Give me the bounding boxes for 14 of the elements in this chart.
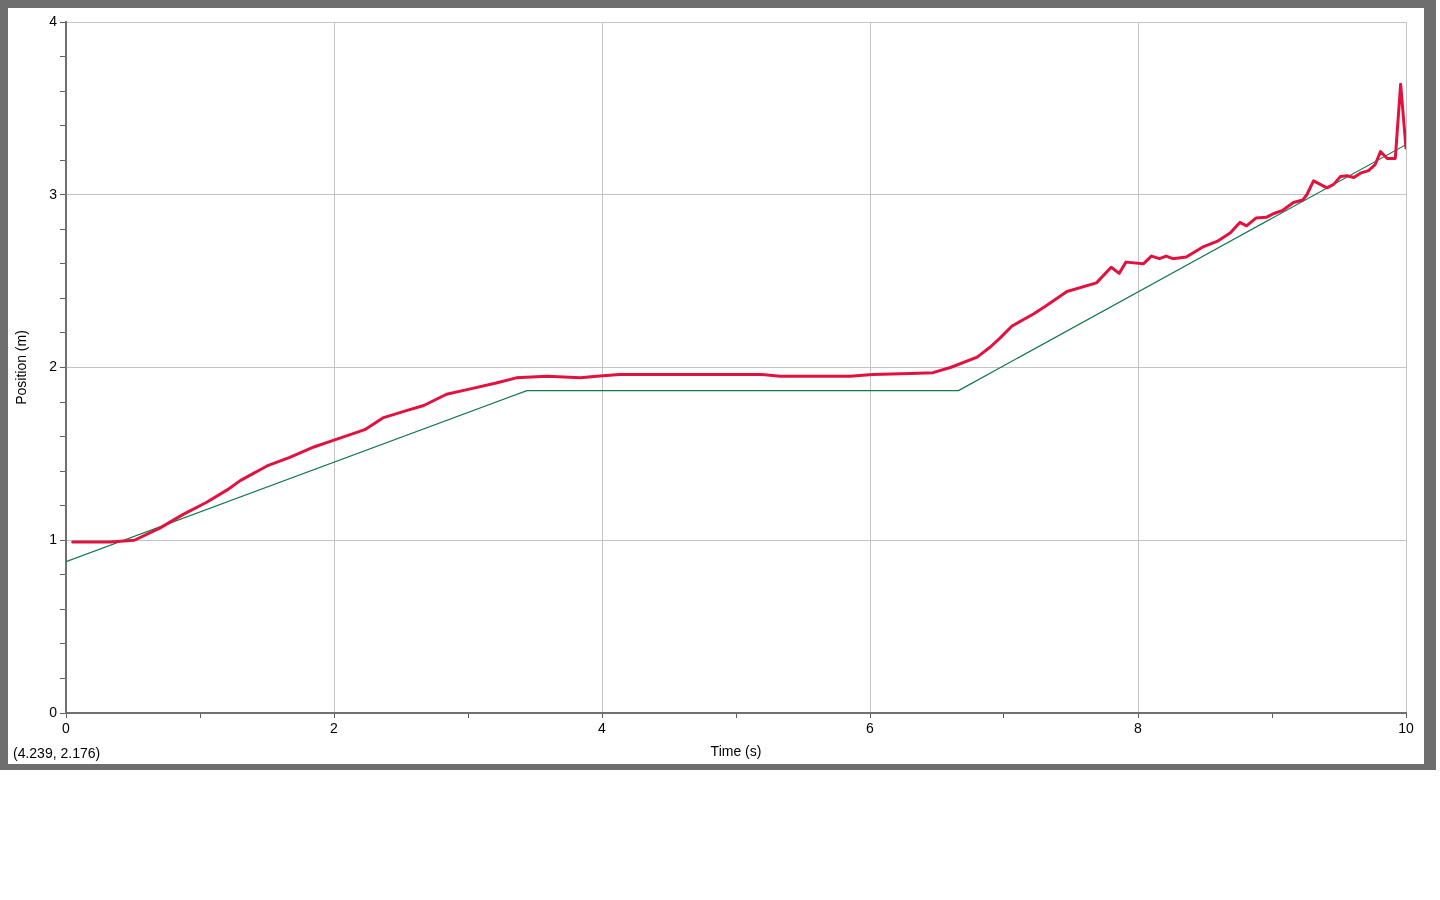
y-tick-label: 3 — [49, 185, 58, 202]
x-tick-label: 4 — [598, 720, 607, 737]
x-tick-label: 0 — [62, 720, 71, 737]
x-tick-label: 6 — [866, 720, 875, 737]
x-tick-label: 8 — [1134, 720, 1143, 737]
text: (4.239, 2.176) — [13, 744, 101, 761]
y-tick-label: 4 — [49, 12, 58, 29]
x-tick-label: 10 — [1398, 720, 1414, 737]
x-axis-title: Time (s) — [710, 743, 762, 760]
y-axis-title: Position (m) — [13, 330, 30, 405]
y-tick-label: 0 — [49, 703, 58, 720]
y-tick-label: 2 — [49, 358, 58, 375]
y-tick-label: 1 — [49, 531, 58, 548]
x-tick-label: 2 — [330, 720, 339, 737]
